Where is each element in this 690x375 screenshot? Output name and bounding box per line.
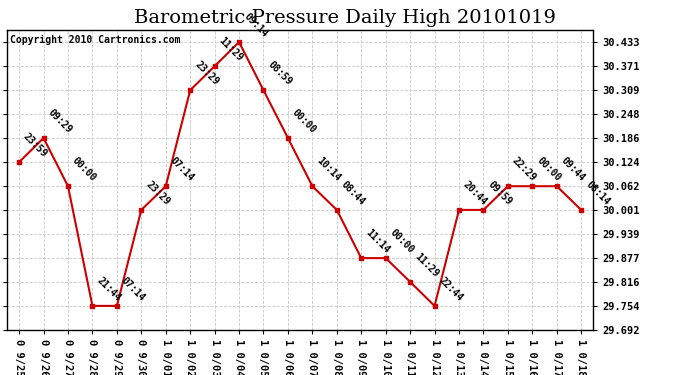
- Text: 23:29: 23:29: [144, 179, 172, 207]
- Text: 00:00: 00:00: [388, 227, 416, 255]
- Text: 08:59: 08:59: [266, 59, 294, 87]
- Text: 11:14: 11:14: [364, 227, 391, 255]
- Text: 08:44: 08:44: [339, 179, 367, 207]
- Text: Barometric Pressure Daily High 20101019: Barometric Pressure Daily High 20101019: [134, 9, 556, 27]
- Text: 11:29: 11:29: [217, 35, 245, 63]
- Text: 22:44: 22:44: [437, 275, 465, 303]
- Text: 08:14: 08:14: [584, 179, 611, 207]
- Text: 20:44: 20:44: [462, 179, 489, 207]
- Text: 09:59: 09:59: [486, 179, 514, 207]
- Text: 23:29: 23:29: [193, 59, 221, 87]
- Text: 09:14: 09:14: [241, 11, 269, 39]
- Text: 00:00: 00:00: [290, 107, 318, 135]
- Text: Copyright 2010 Cartronics.com: Copyright 2010 Cartronics.com: [10, 34, 180, 45]
- Text: 07:14: 07:14: [168, 155, 196, 183]
- Text: 09:44: 09:44: [559, 155, 587, 183]
- Text: 00:00: 00:00: [535, 155, 562, 183]
- Text: 07:14: 07:14: [119, 275, 147, 303]
- Text: 00:00: 00:00: [70, 155, 98, 183]
- Text: 21:44: 21:44: [95, 275, 123, 303]
- Text: 09:29: 09:29: [46, 107, 74, 135]
- Text: 11:29: 11:29: [413, 251, 440, 279]
- Text: 22:29: 22:29: [511, 155, 538, 183]
- Text: 10:14: 10:14: [315, 155, 343, 183]
- Text: 23:59: 23:59: [21, 131, 50, 159]
